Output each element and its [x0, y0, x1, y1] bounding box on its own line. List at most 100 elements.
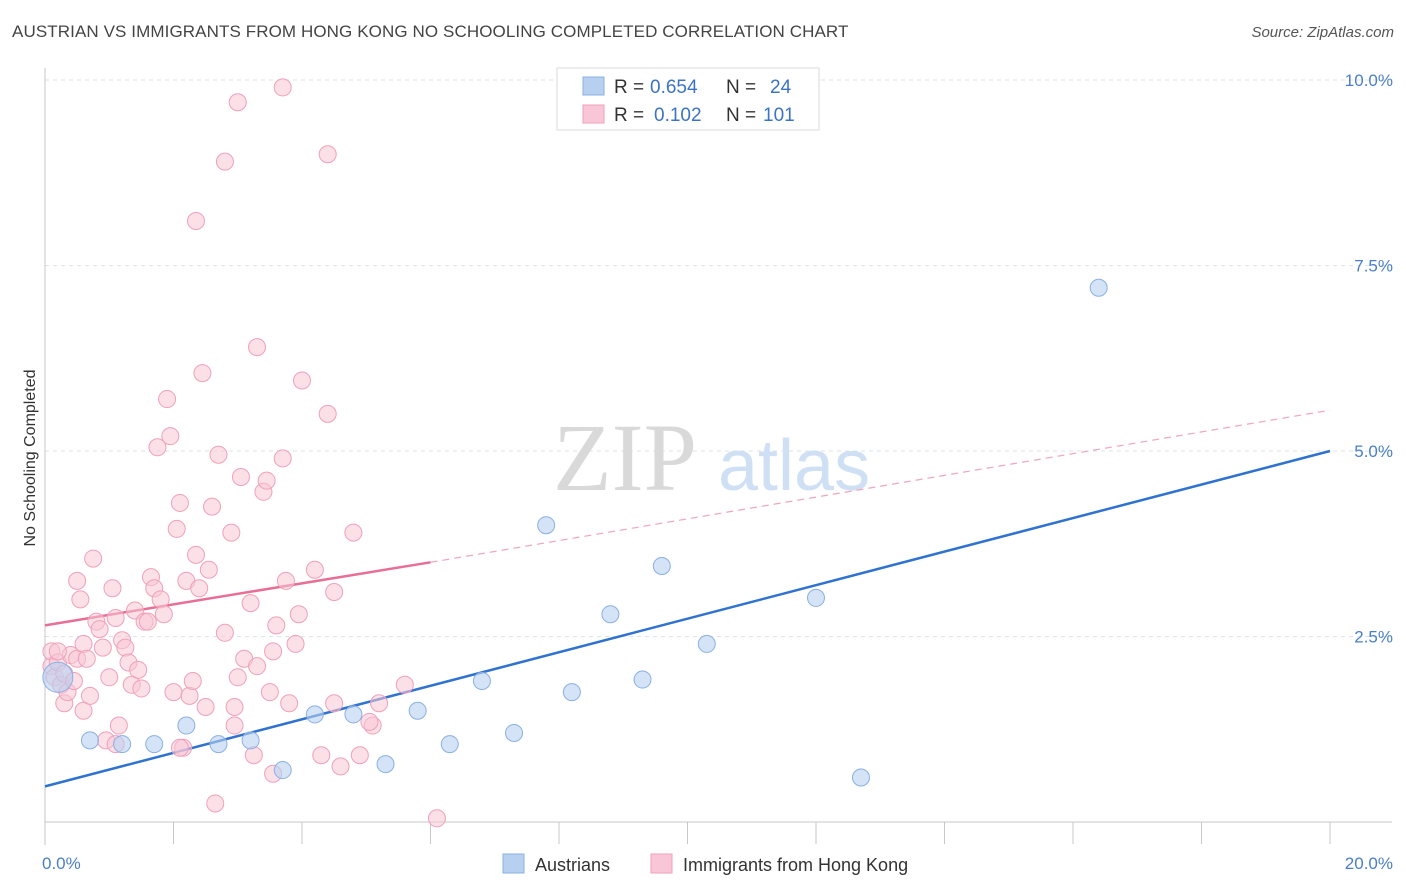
- point-hongkong-99: [48, 642, 67, 661]
- point-hongkong-73: [280, 694, 299, 713]
- point-hongkong-72: [276, 571, 295, 590]
- legend-r-value-1: 0.654: [650, 77, 698, 98]
- point-austrians-10: [376, 755, 395, 774]
- point-hongkong-80: [331, 757, 350, 776]
- point-hongkong-42: [164, 683, 183, 702]
- point-hongkong-76: [293, 371, 311, 390]
- point-hongkong-91: [273, 78, 292, 97]
- point-austrians-13: [472, 672, 491, 691]
- point-hongkong-92: [248, 338, 267, 357]
- point-hongkong-69: [264, 642, 283, 661]
- point-hongkong-22: [100, 668, 119, 687]
- point-austrians-22: [851, 768, 870, 787]
- point-austrians-3: [145, 735, 164, 754]
- point-hongkong-13: [74, 634, 93, 653]
- point-hongkong-93: [318, 404, 337, 423]
- point-hongkong-57: [215, 623, 234, 642]
- legend-r-value-2: 0.102: [654, 105, 702, 126]
- point-hongkong-78: [312, 746, 331, 765]
- point-austrians-8: [305, 705, 324, 724]
- point-hongkong-53: [199, 560, 218, 579]
- tick-labels: 2.5% 5.0% 7.5% 10.0% 0.0% 20.0%: [42, 71, 1393, 873]
- point-hongkong-16: [80, 686, 99, 705]
- legend-n-value-1: 24: [770, 77, 792, 98]
- bottom-legend-swatch-hongkong: [650, 853, 673, 874]
- legend-n-label-1: N =: [726, 77, 756, 98]
- point-hongkong-70: [267, 616, 286, 635]
- point-hongkong-24: [106, 608, 125, 627]
- point-hongkong-89: [215, 152, 234, 171]
- x-tick-label-1: 20.0%: [1345, 854, 1393, 873]
- point-hongkong-27: [116, 638, 135, 657]
- x-tick-label-0: 0.0%: [42, 854, 81, 873]
- point-hongkong-55: [206, 794, 225, 813]
- point-hongkong-32: [132, 679, 151, 698]
- point-hongkong-56: [209, 445, 228, 464]
- point-hongkong-67: [257, 471, 276, 490]
- point-hongkong-84: [370, 694, 389, 713]
- legend-n-value-2: 101: [763, 105, 795, 126]
- y-tick-label-1: 5.0%: [1354, 442, 1393, 461]
- legend-r-label-1: R =: [614, 77, 644, 98]
- point-austrians-14: [505, 723, 524, 742]
- point-hongkong-37: [148, 438, 167, 457]
- point-hongkong-50: [190, 579, 209, 598]
- point-hongkong-20: [93, 638, 112, 657]
- point-austrians-19: [652, 557, 671, 576]
- legend-top: R = 0.654 N = 24 R = 0.102 N = 101: [556, 67, 820, 131]
- point-austrians-23: [1089, 278, 1108, 297]
- bottom-legend-swatch-austrians: [502, 853, 525, 874]
- point-hongkong-48: [183, 672, 202, 691]
- legend-n-label-2: N =: [726, 105, 756, 126]
- y-tick-label-0: 2.5%: [1354, 628, 1393, 647]
- point-hongkong-34: [138, 612, 157, 631]
- point-hongkong-68: [260, 683, 279, 702]
- legend-bottom: Austrians Immigrants from Hong Kong: [502, 853, 908, 875]
- point-hongkong-40: [158, 390, 177, 409]
- point-hongkong-59: [225, 716, 244, 735]
- trend-line-hongkong-dashed: [430, 409, 1331, 563]
- point-hongkong-44: [170, 493, 189, 512]
- point-hongkong-47: [180, 686, 199, 705]
- point-hongkong-31: [129, 660, 148, 679]
- trend-line-austrians: [44, 449, 1331, 788]
- point-austrians-4: [177, 716, 196, 735]
- point-hongkong-54: [203, 497, 222, 516]
- axes: [44, 68, 1392, 845]
- point-hongkong-14: [74, 701, 93, 720]
- point-hongkong-52: [196, 697, 215, 716]
- legend-swatch-austrians: [582, 76, 605, 96]
- point-hongkong-12: [71, 590, 90, 609]
- point-hongkong-38: [151, 590, 170, 609]
- point-hongkong-77: [305, 560, 324, 579]
- legend-r-label-2: R =: [614, 105, 644, 126]
- point-hongkong-64: [244, 746, 263, 765]
- point-hongkong-71: [273, 449, 292, 468]
- point-hongkong-81: [344, 523, 363, 542]
- point-hongkong-75: [289, 605, 308, 624]
- point-hongkong-43: [167, 519, 186, 538]
- data-points: [42, 78, 1108, 828]
- watermark-atlas: atlas: [718, 426, 870, 506]
- point-austrians-18: [633, 670, 652, 689]
- point-austrians-21: [807, 588, 825, 607]
- point-austrians-9: [344, 705, 363, 724]
- point-austrians-15: [537, 516, 556, 535]
- grid-lines: [45, 79, 1392, 637]
- watermark: ZIP atlas: [553, 404, 870, 511]
- point-hongkong-90: [318, 145, 337, 164]
- watermark-zip: ZIP: [553, 404, 697, 511]
- bottom-legend-label-austrians: Austrians: [535, 855, 610, 875]
- point-austrians-20: [697, 634, 716, 653]
- point-austrians-1: [80, 731, 99, 750]
- y-axis-label: No Schooling Completed: [22, 370, 39, 547]
- point-hongkong-82: [350, 746, 369, 765]
- y-tick-label-2: 7.5%: [1354, 257, 1393, 276]
- point-hongkong-74: [286, 634, 305, 653]
- point-hongkong-39: [154, 605, 173, 624]
- point-hongkong-15: [77, 649, 96, 668]
- point-hongkong-96: [325, 694, 344, 713]
- point-hongkong-10: [68, 571, 87, 590]
- point-austrians-16: [562, 683, 581, 702]
- legend-swatch-hongkong: [582, 104, 605, 124]
